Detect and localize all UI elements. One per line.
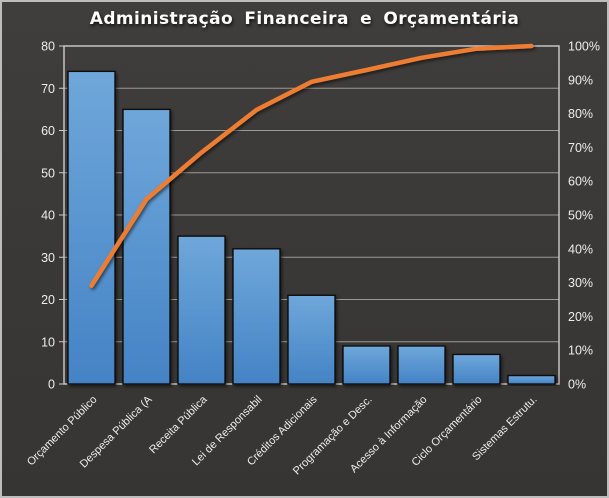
- percent-axis-tick-label: 40%: [568, 242, 593, 256]
- bar-4: [287, 294, 336, 385]
- y-axis-tick-label: 20: [41, 293, 55, 307]
- y-axis-tick-label: 30: [41, 251, 55, 265]
- y-axis-tick-label: 0: [48, 378, 55, 392]
- cumulative-line: [89, 43, 534, 288]
- bar-0: [67, 70, 116, 385]
- bar-2: [177, 235, 226, 385]
- y-axis-tick-label: 60: [41, 124, 55, 138]
- percent-axis-tick-label: 10%: [568, 344, 593, 358]
- percent-axis-tick-label: 60%: [568, 175, 593, 189]
- y-axis-tick-label: 50: [41, 166, 55, 180]
- y-axis-tick-label: 70: [41, 82, 55, 96]
- percent-axis-tick-label: 90%: [568, 73, 593, 87]
- percent-axis-tick-label: 30%: [568, 276, 593, 290]
- bar-7: [452, 353, 501, 385]
- bar-1: [122, 108, 171, 385]
- y-axis-tick-label: 80: [41, 40, 55, 54]
- percent-axis-tick-label: 80%: [568, 107, 593, 121]
- bar-5: [342, 345, 391, 385]
- category-label: Receita Pública: [147, 393, 210, 456]
- percent-axis-tick-label: 50%: [568, 209, 593, 223]
- percent-axis-tick-label: 100%: [568, 40, 600, 54]
- y-axis-tick-label: 10: [41, 335, 55, 349]
- bar-8: [507, 374, 556, 385]
- percent-axis-tick-label: 70%: [568, 141, 593, 155]
- bar-6: [397, 345, 446, 385]
- y-axis-tick-label: 40: [41, 209, 55, 223]
- percent-axis-tick-label: 0%: [568, 378, 586, 392]
- chart-title: Administração Financeira e Orçamentária: [89, 9, 520, 29]
- bar-3: [232, 248, 281, 385]
- percent-axis-tick-label: 20%: [568, 310, 593, 324]
